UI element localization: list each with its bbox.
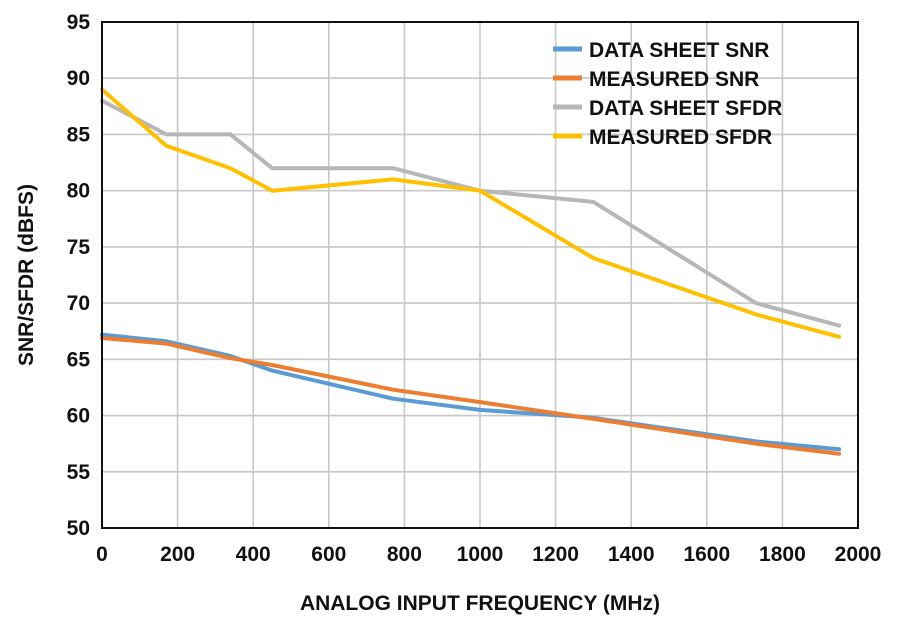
legend-label-data-sheet-sfdr: DATA SHEET SFDR <box>589 97 782 120</box>
series-line-measured-snr <box>100 336 842 456</box>
series-lines <box>100 87 842 456</box>
legend: DATA SHEET SNR MEASURED SNR DATA SHEET SFD… <box>553 39 782 149</box>
y-tick-label: 90 <box>67 67 90 90</box>
legend-label-data-sheet-snr: DATA SHEET SNR <box>589 39 769 62</box>
y-tick-label: 95 <box>67 11 91 34</box>
x-axis-ticks: 0 200 400 600 800 1000 1200 1400 1600 1800 2000 <box>96 543 881 566</box>
y-tick-label: 55 <box>67 461 91 484</box>
series-line-measured-sfdr <box>100 87 842 339</box>
legend-label-measured-sfdr: MEASURED SFDR <box>589 126 772 149</box>
y-tick-label: 80 <box>67 180 90 203</box>
x-tick-label: 600 <box>311 543 346 566</box>
y-axis-title: SNR/SFDR (dBFS) <box>15 184 38 366</box>
x-tick-label: 1600 <box>683 543 730 566</box>
x-tick-label: 1200 <box>532 543 579 566</box>
x-tick-label: 1000 <box>457 543 504 566</box>
x-tick-label: 400 <box>236 543 271 566</box>
x-tick-label: 2000 <box>835 543 882 566</box>
series-line-data-sheet-snr <box>100 332 842 452</box>
y-tick-label: 60 <box>67 405 90 428</box>
series-line-data-sheet-sfdr <box>100 98 842 328</box>
y-tick-label: 65 <box>67 348 91 371</box>
x-tick-label: 0 <box>96 543 108 566</box>
x-tick-label: 1800 <box>759 543 806 566</box>
x-axis-title: ANALOG INPUT FREQUENCY (MHz) <box>300 592 660 615</box>
x-tick-label: 200 <box>160 543 195 566</box>
plot-frame <box>101 21 859 529</box>
y-tick-label: 50 <box>67 517 90 540</box>
x-tick-label: 1400 <box>608 543 655 566</box>
y-axis-ticks: 50 55 60 65 70 75 80 85 90 95 <box>67 11 91 540</box>
x-tick-label: 800 <box>387 543 422 566</box>
legend-label-measured-snr: MEASURED SNR <box>589 68 759 91</box>
y-tick-label: 85 <box>67 123 91 146</box>
y-tick-label: 70 <box>67 292 90 315</box>
y-tick-label: 75 <box>67 236 91 259</box>
